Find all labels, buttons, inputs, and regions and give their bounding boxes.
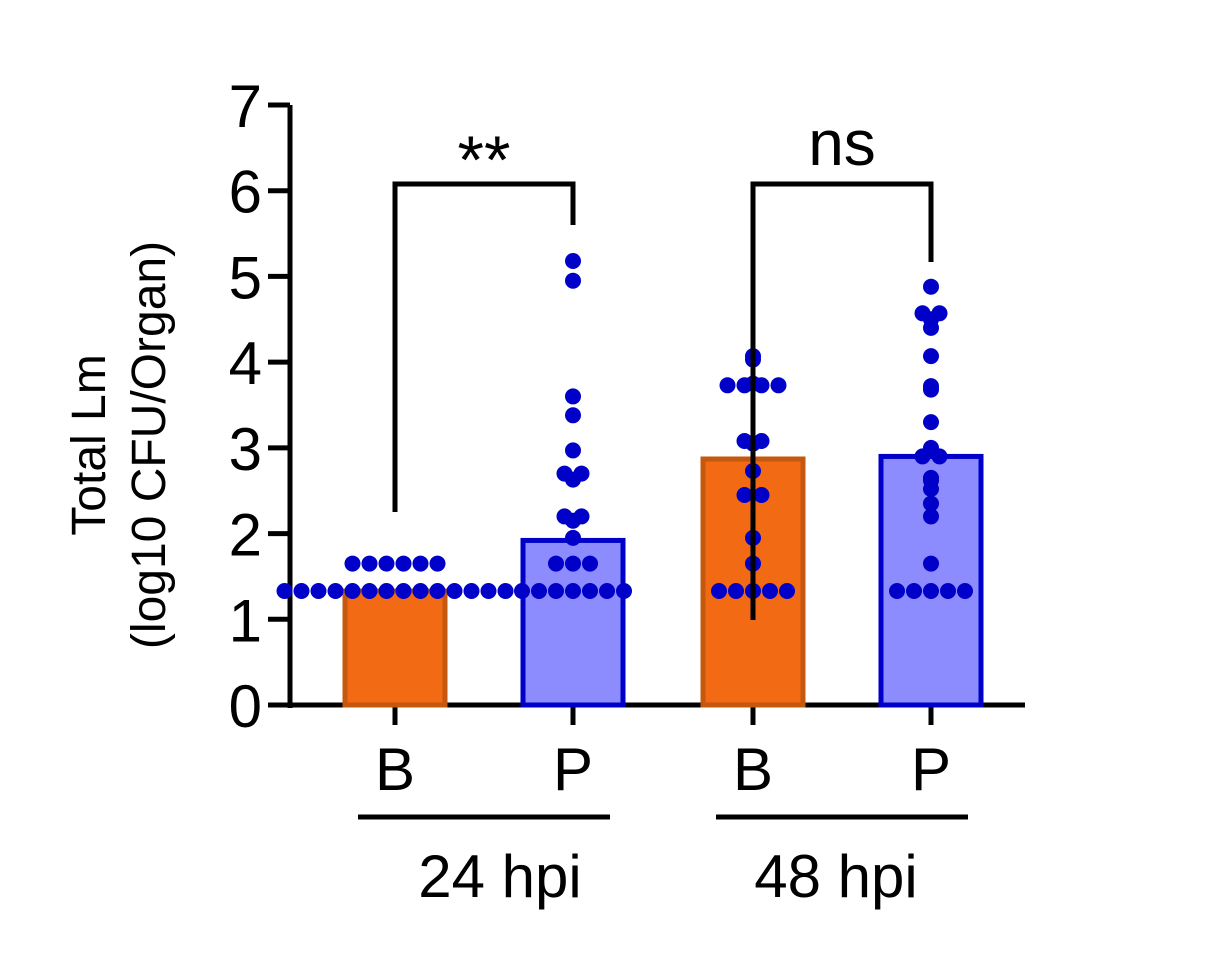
- data-point: [582, 583, 598, 599]
- data-point: [344, 583, 361, 599]
- data-point: [344, 555, 361, 572]
- bars: [342, 453, 984, 708]
- y-tick-label: 3: [229, 416, 262, 483]
- data-point: [923, 414, 939, 431]
- data-point: [548, 583, 564, 599]
- data-point: [412, 583, 429, 599]
- data-point: [395, 555, 412, 572]
- data-point: [412, 555, 429, 572]
- data-point: [429, 583, 446, 599]
- data-point: [923, 495, 939, 512]
- x-axis-labels: B P B P 24 hpi 48 hpi: [358, 736, 968, 910]
- data-point: [565, 388, 581, 405]
- data-point: [931, 448, 948, 465]
- data-point: [719, 377, 736, 394]
- data-point: [582, 555, 598, 572]
- data-point: [906, 583, 922, 599]
- data-point: [923, 555, 939, 572]
- data-point: [923, 381, 939, 398]
- data-point: [361, 555, 378, 572]
- y-tick-label: 0: [229, 673, 262, 740]
- data-point: [753, 377, 770, 394]
- data-point: [728, 583, 744, 599]
- data-point: [446, 583, 463, 599]
- data-point: [565, 253, 581, 269]
- significance-label: ns: [808, 107, 876, 179]
- data-point: [463, 583, 480, 599]
- data-point: [616, 583, 632, 599]
- data-point: [565, 471, 581, 488]
- data-point: [923, 508, 939, 525]
- data-point: [753, 487, 770, 503]
- y-tick-label: 2: [229, 502, 262, 569]
- data-point: [565, 512, 581, 529]
- group-label: 24 hpi: [418, 843, 581, 910]
- data-point: [565, 272, 581, 289]
- y-axis-label: Total Lm (log10 CFU/Organ): [63, 241, 176, 649]
- axes: 0 1 2 3 4 5 6 7: [229, 73, 1025, 740]
- data-point: [923, 278, 939, 295]
- data-point: [531, 583, 547, 599]
- significance-brackets: ** ns: [392, 107, 934, 620]
- data-point: [497, 583, 514, 599]
- data-point: [565, 407, 581, 424]
- data-point: [395, 583, 412, 599]
- category-label: P: [553, 736, 593, 803]
- data-point: [762, 583, 778, 599]
- category-label: B: [375, 736, 415, 803]
- data-point: [565, 442, 581, 459]
- y-tick-label: 4: [229, 330, 262, 397]
- data-point: [957, 583, 973, 599]
- y-tick-label: 6: [229, 159, 262, 226]
- data-point: [770, 377, 787, 394]
- category-label: P: [911, 736, 951, 803]
- y-tick-label: 5: [229, 244, 262, 311]
- data-point: [565, 529, 581, 546]
- data-point: [548, 555, 564, 572]
- group-label: 48 hpi: [754, 843, 917, 910]
- data-point: [327, 583, 344, 599]
- data-point: [429, 555, 446, 572]
- data-point: [276, 583, 293, 599]
- data-point: [923, 319, 939, 336]
- data-point: [779, 583, 795, 599]
- bar: [342, 588, 448, 708]
- data-point: [923, 348, 939, 365]
- y-axis-label-line2: (log10 CFU/Organ): [123, 241, 176, 649]
- data-point: [480, 583, 497, 599]
- data-point: [923, 481, 939, 497]
- category-label: B: [733, 736, 773, 803]
- significance-bracket: [750, 181, 934, 620]
- y-tick-label: 7: [229, 73, 262, 140]
- data-point: [940, 583, 956, 599]
- data-point: [923, 583, 939, 599]
- data-point: [736, 377, 753, 394]
- data-point: [599, 583, 615, 599]
- data-point: [736, 487, 753, 503]
- y-axis-label-line1: Total Lm: [63, 354, 116, 535]
- data-point: [361, 583, 378, 599]
- significance-bracket: [392, 181, 576, 512]
- significance-label: **: [458, 122, 511, 198]
- data-point: [914, 448, 931, 465]
- data-point: [565, 555, 581, 572]
- data-point: [514, 583, 530, 599]
- data-point: [889, 583, 905, 599]
- data-point: [378, 555, 395, 572]
- data-point: [565, 583, 581, 599]
- data-point: [293, 583, 310, 599]
- data-point: [711, 583, 727, 599]
- data-point: [378, 583, 395, 599]
- y-tick-label: 1: [229, 587, 262, 654]
- data-point: [310, 583, 327, 599]
